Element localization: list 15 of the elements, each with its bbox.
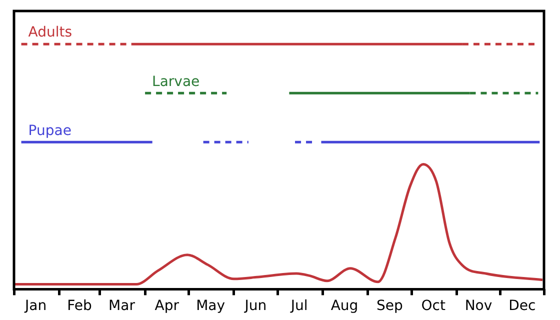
x-tick-label: Dec xyxy=(508,298,536,314)
x-tick-label: Oct xyxy=(421,298,446,314)
x-tick-label: Jun xyxy=(244,298,267,314)
x-tick-label: Jul xyxy=(290,298,308,314)
series-label: Larvae xyxy=(152,74,200,90)
series-label: Pupae xyxy=(28,122,72,139)
x-tick-label: May xyxy=(196,298,226,314)
series-label: Adults xyxy=(28,24,72,41)
x-tick-label: Apr xyxy=(154,298,180,314)
x-tick-label: Aug xyxy=(330,298,358,314)
x-tick-label: Jan xyxy=(24,298,47,314)
x-tick-label: Feb xyxy=(67,298,92,314)
x-tick-label: Mar xyxy=(108,298,136,314)
x-tick-label: Sep xyxy=(376,298,403,314)
x-tick-label: Nov xyxy=(464,298,492,314)
